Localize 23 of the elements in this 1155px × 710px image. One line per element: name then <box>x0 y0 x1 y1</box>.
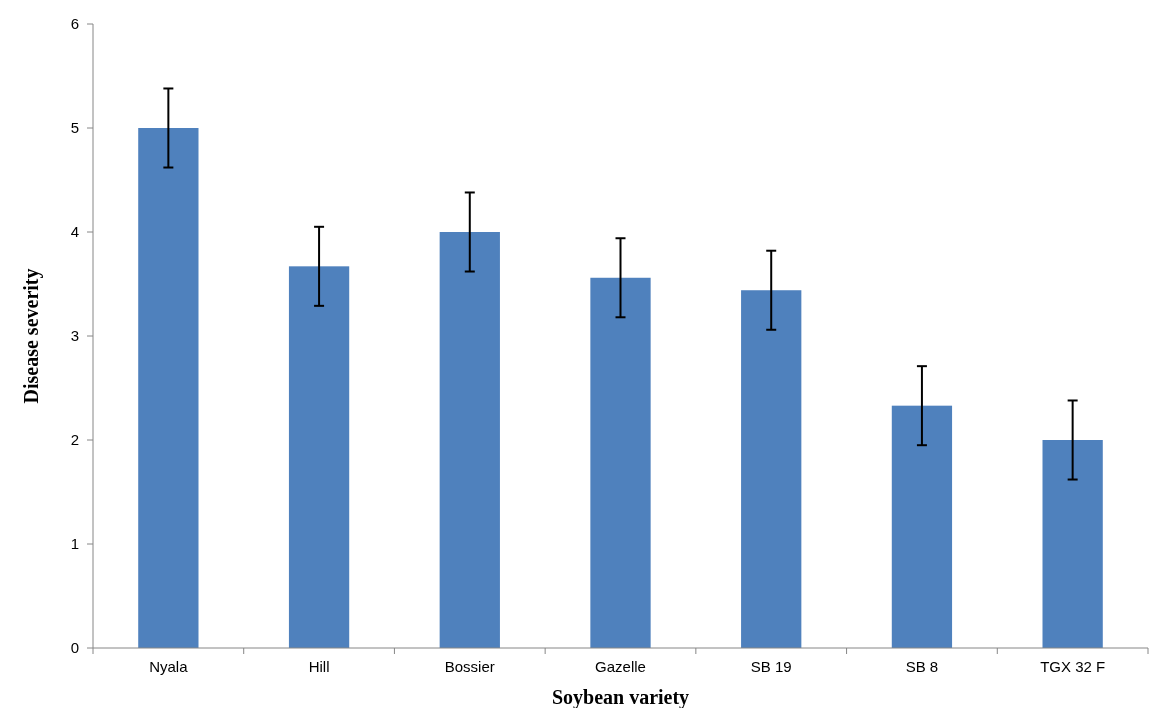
bar <box>288 266 350 648</box>
bar <box>138 128 199 648</box>
x-tick-label: SB 8 <box>905 658 939 675</box>
bar <box>590 277 651 648</box>
x-tick-label: Nyala <box>149 658 189 675</box>
x-tick-label: Hill <box>308 658 330 675</box>
bar <box>891 405 953 648</box>
x-axis-title: Soybean variety <box>551 686 690 709</box>
y-tick-label: 0 <box>70 639 79 656</box>
y-tick-label: 6 <box>70 15 79 32</box>
bar <box>741 290 802 648</box>
y-tick-label: 5 <box>70 119 79 136</box>
y-axis-title: Disease severity <box>20 268 43 404</box>
x-tick-label: TGX 32 F <box>1040 658 1106 675</box>
bar <box>1042 440 1103 648</box>
y-tick-label: 3 <box>70 327 79 344</box>
y-tick-label: 2 <box>70 431 79 448</box>
y-tick-label: 4 <box>70 223 79 240</box>
y-tick-label: 1 <box>70 535 79 552</box>
bar <box>439 232 500 648</box>
x-tick-label: Gazelle <box>595 658 646 675</box>
x-tick-label: SB 19 <box>750 658 792 675</box>
x-tick-label: Bossier <box>444 658 495 675</box>
